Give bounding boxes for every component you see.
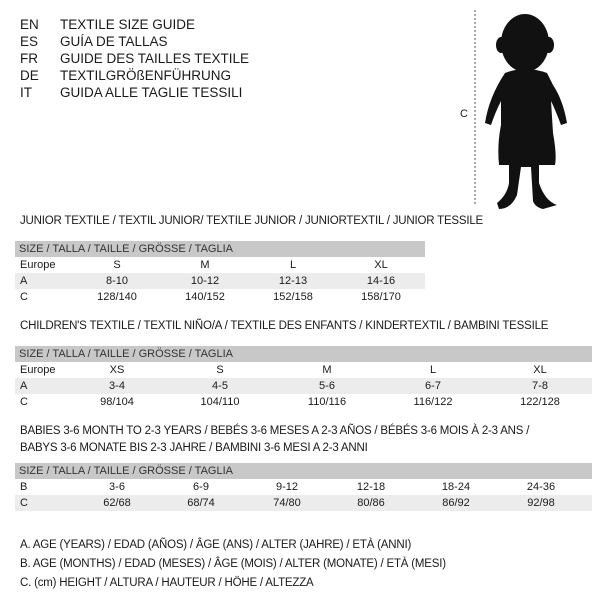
section-subtitle-babies: BABYS 3-6 MONATE BIS 2-3 JAHRE / BAMBINI… bbox=[20, 442, 368, 454]
legend-item: B. AGE (MONTHS) / EDAD (MESES) / ÂGE (MO… bbox=[20, 558, 446, 570]
table-cell: 68/74 bbox=[187, 497, 215, 509]
size-table-junior: SIZE / TALLA / TAILLE / GRÖSSE / TAGLIA E… bbox=[15, 241, 425, 305]
section-title-children: CHILDREN'S TEXTILE / TEXTIL NIÑO/A / TEX… bbox=[20, 320, 549, 332]
table-cell: XL bbox=[533, 364, 547, 376]
table-row: A 8-10 10-12 12-13 14-16 bbox=[15, 273, 425, 289]
table-cell: 74/80 bbox=[273, 497, 301, 509]
legend-item: C. (cm) HEIGHT / ALTURA / HAUTEUR / HÖHE… bbox=[20, 577, 314, 589]
language-title-text: TEXTILGRÖßENFÜHRUNG bbox=[60, 68, 232, 83]
language-code: IT bbox=[20, 85, 32, 100]
language-title-text: GUIDE DES TAILLES TEXTILE bbox=[60, 51, 250, 66]
legend-item: A. AGE (YEARS) / EDAD (AÑOS) / ÂGE (ANS)… bbox=[20, 539, 412, 551]
table-cell: XS bbox=[109, 364, 125, 376]
table-row: C 62/68 68/74 74/80 80/86 86/92 92/98 bbox=[15, 495, 592, 511]
table-cell: S bbox=[216, 364, 224, 376]
table-cell: 12-13 bbox=[278, 275, 308, 287]
table-cell: 3-4 bbox=[109, 380, 125, 392]
row-label: Europe bbox=[20, 364, 56, 376]
table-row: C 128/140 140/152 152/158 158/170 bbox=[15, 289, 425, 305]
height-dimension-label: C bbox=[460, 108, 468, 120]
table-row: A 3-4 4-5 5-6 6-7 7-8 bbox=[15, 378, 592, 394]
table-cell: L bbox=[429, 364, 437, 376]
language-title: IT GUIDA ALLE TAGLIE TESSILI bbox=[20, 84, 242, 101]
row-label: C bbox=[20, 396, 28, 408]
table-cell: 18-24 bbox=[441, 481, 471, 493]
table-cell: 116/122 bbox=[413, 396, 453, 408]
language-code: DE bbox=[20, 68, 39, 83]
table-cell: 62/68 bbox=[103, 497, 131, 509]
row-label: Europe bbox=[20, 259, 56, 271]
table-cell: 4-5 bbox=[212, 380, 228, 392]
table-cell: 140/152 bbox=[185, 291, 225, 303]
table-cell: 104/110 bbox=[200, 396, 240, 408]
table-cell: 5-6 bbox=[319, 380, 335, 392]
language-title: ES GUÍA DE TALLAS bbox=[20, 33, 168, 50]
table-cell: 8-10 bbox=[105, 275, 129, 287]
table-cell: 158/170 bbox=[361, 291, 401, 303]
table-cell: M bbox=[322, 364, 332, 376]
table-cell: 98/104 bbox=[100, 396, 134, 408]
row-label: B bbox=[20, 481, 28, 493]
table-row: C 98/104 104/110 110/116 116/122 122/128 bbox=[15, 394, 592, 410]
table-cell: 6-9 bbox=[193, 481, 209, 493]
row-label: C bbox=[20, 497, 28, 509]
table-cell: 110/116 bbox=[307, 396, 347, 408]
language-title-text: GUÍA DE TALLAS bbox=[60, 34, 168, 49]
table-cell: 128/140 bbox=[97, 291, 137, 303]
language-title-text: TEXTILE SIZE GUIDE bbox=[60, 17, 196, 32]
table-cell: 92/98 bbox=[527, 497, 555, 509]
table-cell: 12-18 bbox=[356, 481, 386, 493]
language-code: FR bbox=[20, 51, 38, 66]
table-cell: 6-7 bbox=[425, 380, 441, 392]
table-cell: 24-36 bbox=[526, 481, 556, 493]
table-cell: XL bbox=[374, 259, 388, 271]
table-cell: M bbox=[200, 259, 210, 271]
table-header: SIZE / TALLA / TAILLE / GRÖSSE / TAGLIA bbox=[15, 463, 592, 479]
table-cell: S bbox=[113, 259, 121, 271]
table-row: B 3-6 6-9 9-12 12-18 18-24 24-36 bbox=[15, 479, 592, 495]
language-title-text: GUIDA ALLE TAGLIE TESSILI bbox=[60, 85, 243, 100]
table-cell: L bbox=[289, 259, 297, 271]
table-cell: 9-12 bbox=[275, 481, 299, 493]
language-title: DE TEXTILGRÖßENFÜHRUNG bbox=[20, 67, 231, 84]
size-table-children: SIZE / TALLA / TAILLE / GRÖSSE / TAGLIA E… bbox=[15, 346, 592, 410]
table-cell: 152/158 bbox=[273, 291, 313, 303]
child-silhouette-icon bbox=[474, 10, 567, 209]
language-code: ES bbox=[20, 34, 39, 49]
row-label: A bbox=[20, 380, 28, 392]
table-cell: 86/92 bbox=[442, 497, 470, 509]
table-header: SIZE / TALLA / TAILLE / GRÖSSE / TAGLIA bbox=[15, 346, 592, 362]
table-cell: 7-8 bbox=[532, 380, 548, 392]
table-row: Europe XS S M L XL bbox=[15, 362, 592, 378]
section-title-junior: JUNIOR TEXTILE / TEXTIL JUNIOR/ TEXTILE … bbox=[20, 215, 484, 227]
abbreviation-legend: A. AGE (YEARS) / EDAD (AÑOS) / ÂGE (ANS)… bbox=[20, 536, 446, 593]
table-cell: 10-12 bbox=[190, 275, 220, 287]
table-cell: 14-16 bbox=[366, 275, 396, 287]
table-cell: 122/128 bbox=[520, 396, 560, 408]
section-title-babies: BABIES 3-6 MONTH TO 2-3 YEARS / BEBÉS 3-… bbox=[20, 425, 530, 437]
language-title: FR GUIDE DES TAILLES TEXTILE bbox=[20, 50, 249, 67]
language-code: EN bbox=[20, 17, 39, 32]
size-table-babies: SIZE / TALLA / TAILLE / GRÖSSE / TAGLIA B… bbox=[15, 463, 592, 511]
language-title: EN TEXTILE SIZE GUIDE bbox=[20, 16, 195, 33]
table-row: Europe S M L XL bbox=[15, 257, 425, 273]
row-label: A bbox=[20, 275, 28, 287]
row-label: C bbox=[20, 291, 28, 303]
table-header: SIZE / TALLA / TAILLE / GRÖSSE / TAGLIA bbox=[15, 241, 425, 257]
child-figure: C bbox=[455, 5, 575, 220]
table-cell: 80/86 bbox=[357, 497, 385, 509]
table-cell: 3-6 bbox=[109, 481, 125, 493]
